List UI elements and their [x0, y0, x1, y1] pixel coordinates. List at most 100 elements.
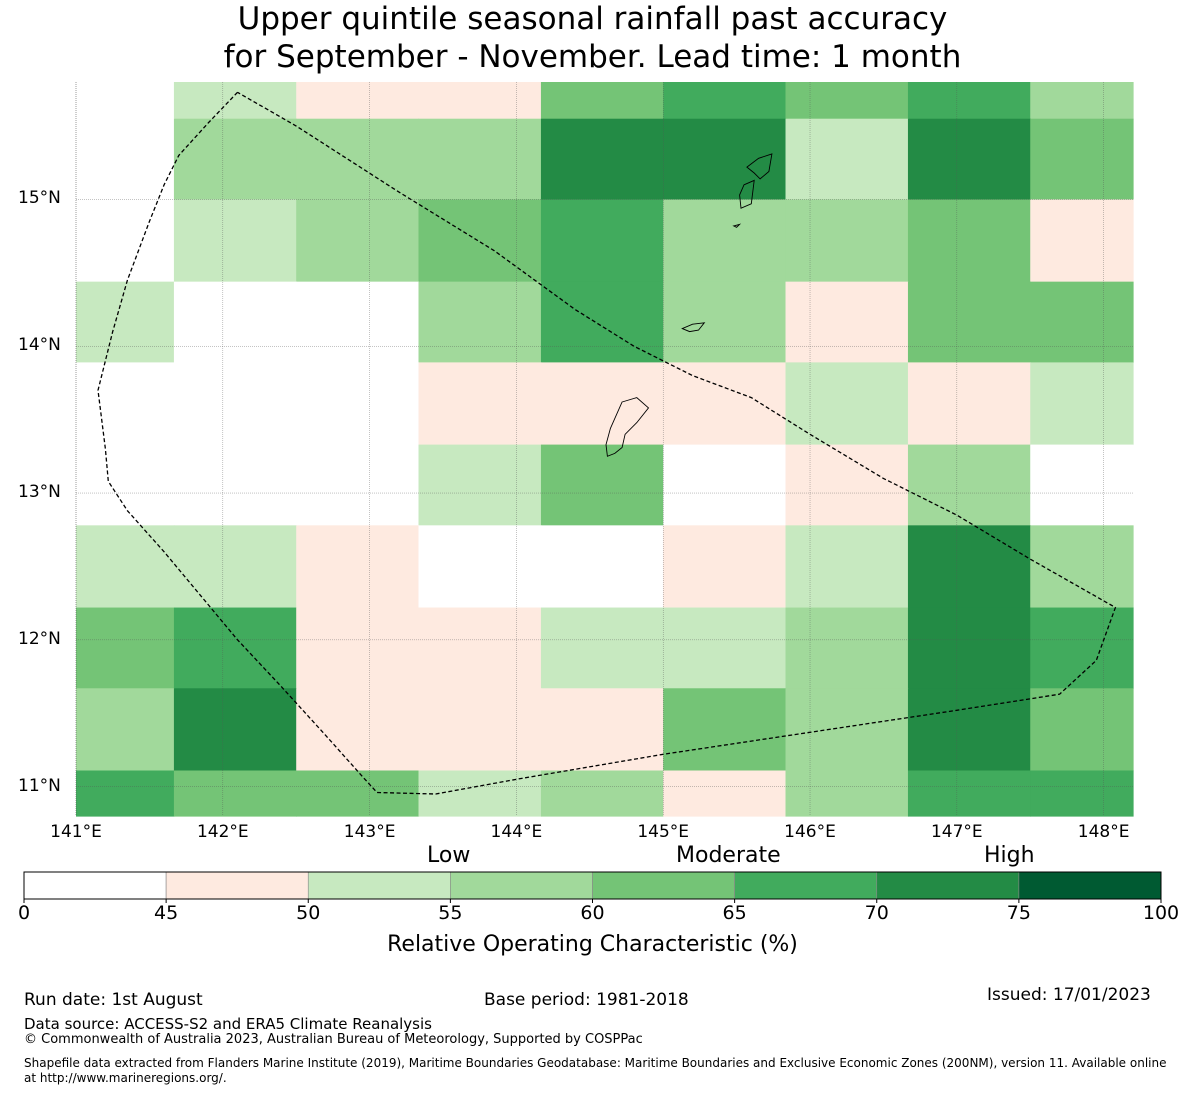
grid-cell — [785, 281, 909, 363]
grid-cell — [418, 118, 542, 201]
grid-cell — [907, 82, 1031, 120]
grid-cell — [785, 82, 909, 120]
colorbar-tick-label: 0 — [17, 902, 31, 924]
grid-cell — [76, 688, 175, 772]
grid-cell — [1030, 770, 1134, 817]
grid-cell — [76, 118, 175, 201]
grid-cell — [785, 525, 909, 609]
grid-cell — [296, 525, 420, 609]
grid-cell — [1030, 607, 1134, 689]
longitude-tick-label: 147°E — [930, 822, 983, 842]
grid-cell — [76, 607, 175, 689]
grid-cell — [663, 82, 787, 120]
issued-date: Issued: 17/01/2023 — [987, 985, 1151, 1005]
latitude-tick-label: 12°N — [18, 628, 61, 649]
latitude-tick-label: 15°N — [18, 188, 61, 209]
grid-cell — [785, 607, 909, 689]
grid-cell — [907, 444, 1031, 526]
grid-cell — [540, 82, 664, 120]
title-line-2: for September - November. Lead time: 1 m… — [223, 39, 962, 75]
grid-cell — [663, 444, 787, 526]
grid-cell — [785, 362, 909, 446]
island-outline — [681, 322, 706, 333]
roc-map — [75, 82, 1134, 817]
grid-cell — [663, 770, 787, 817]
colorbar-tick-label: 70 — [864, 902, 889, 924]
category-low-label: Low — [427, 843, 471, 868]
grid-cell — [418, 281, 542, 363]
colorbar-bin — [165, 871, 309, 900]
grid-cell — [418, 607, 542, 689]
grid-cell — [663, 199, 787, 283]
grid-cell — [296, 688, 420, 772]
colorbar-bin — [307, 871, 451, 900]
category-high-label: High — [984, 843, 1035, 868]
grid-cell — [540, 444, 664, 526]
latitude-tick-label: 11°N — [18, 775, 61, 796]
grid-cell — [785, 444, 909, 526]
grid-cell — [173, 525, 297, 609]
longitude-tick-label: 143°E — [343, 822, 396, 842]
colorbar — [23, 871, 1162, 903]
grid-cell — [76, 82, 175, 120]
grid-cell — [907, 362, 1031, 446]
run-date: Run date: 1st August — [24, 990, 203, 1010]
base-period: Base period: 1981-2018 — [484, 990, 689, 1010]
grid-cell — [540, 281, 664, 363]
grid-cell — [296, 281, 420, 363]
grid-cell — [173, 362, 297, 446]
grid-cell — [296, 770, 420, 817]
longitude-tick-label: 148°E — [1077, 822, 1130, 842]
grid-cell — [907, 607, 1031, 689]
grid-cell — [1030, 525, 1134, 609]
data-source: Data source: ACCESS-S2 and ERA5 Climate … — [24, 1015, 432, 1033]
colorbar-bin — [876, 871, 1020, 900]
grid-cell — [663, 688, 787, 772]
grid-cell — [540, 362, 664, 446]
grid-cell — [418, 444, 542, 526]
grid-cell — [1030, 82, 1134, 120]
colorbar-tick-label: 65 — [722, 902, 747, 924]
latitude-tick-label: 13°N — [18, 482, 61, 503]
eez-boundary — [97, 91, 1117, 795]
grid-cell — [418, 362, 542, 446]
island-outline — [732, 223, 742, 228]
grid-cell — [173, 82, 297, 120]
grid-cell — [1030, 444, 1134, 526]
grid-cell — [418, 82, 542, 120]
grid-cell — [907, 118, 1031, 201]
grid-cell — [785, 688, 909, 772]
grid-cell — [1030, 688, 1134, 772]
grid-cell — [1030, 118, 1134, 201]
colorbar-bin — [734, 871, 878, 900]
shapefile-credit: Shapefile data extracted from Flanders M… — [24, 1056, 1167, 1085]
grid-cell — [418, 199, 542, 283]
grid-cell — [418, 688, 542, 772]
grid-cell — [76, 770, 175, 817]
longitude-tick-label: 141°E — [50, 822, 102, 842]
grid-cell — [296, 118, 420, 201]
grid-cell — [907, 199, 1031, 283]
colorbar-bin — [23, 871, 167, 900]
grid-cell — [540, 607, 664, 689]
latitude-tick-label: 14°N — [18, 335, 61, 356]
grid-cell — [296, 362, 420, 446]
grid-cell — [173, 118, 297, 201]
grid-cell — [173, 770, 297, 817]
grid-cell — [540, 199, 664, 283]
island-outline — [739, 179, 755, 209]
grid-cell — [173, 199, 297, 283]
grid-cell — [76, 362, 175, 446]
grid-cell — [785, 118, 909, 201]
grid-cell — [1030, 281, 1134, 363]
grid-cell — [907, 770, 1031, 817]
colorbar-bin — [450, 871, 593, 900]
chart-title: Upper quintile seasonal rainfall past ac… — [0, 0, 1185, 76]
grid-cell — [540, 688, 664, 772]
grid-cell — [173, 688, 297, 772]
grid-cell — [173, 281, 297, 363]
grid-cell — [663, 525, 787, 609]
grid-cell — [907, 281, 1031, 363]
longitude-tick-label: 146°E — [784, 822, 836, 842]
colorbar-tick-label: 45 — [154, 902, 179, 924]
